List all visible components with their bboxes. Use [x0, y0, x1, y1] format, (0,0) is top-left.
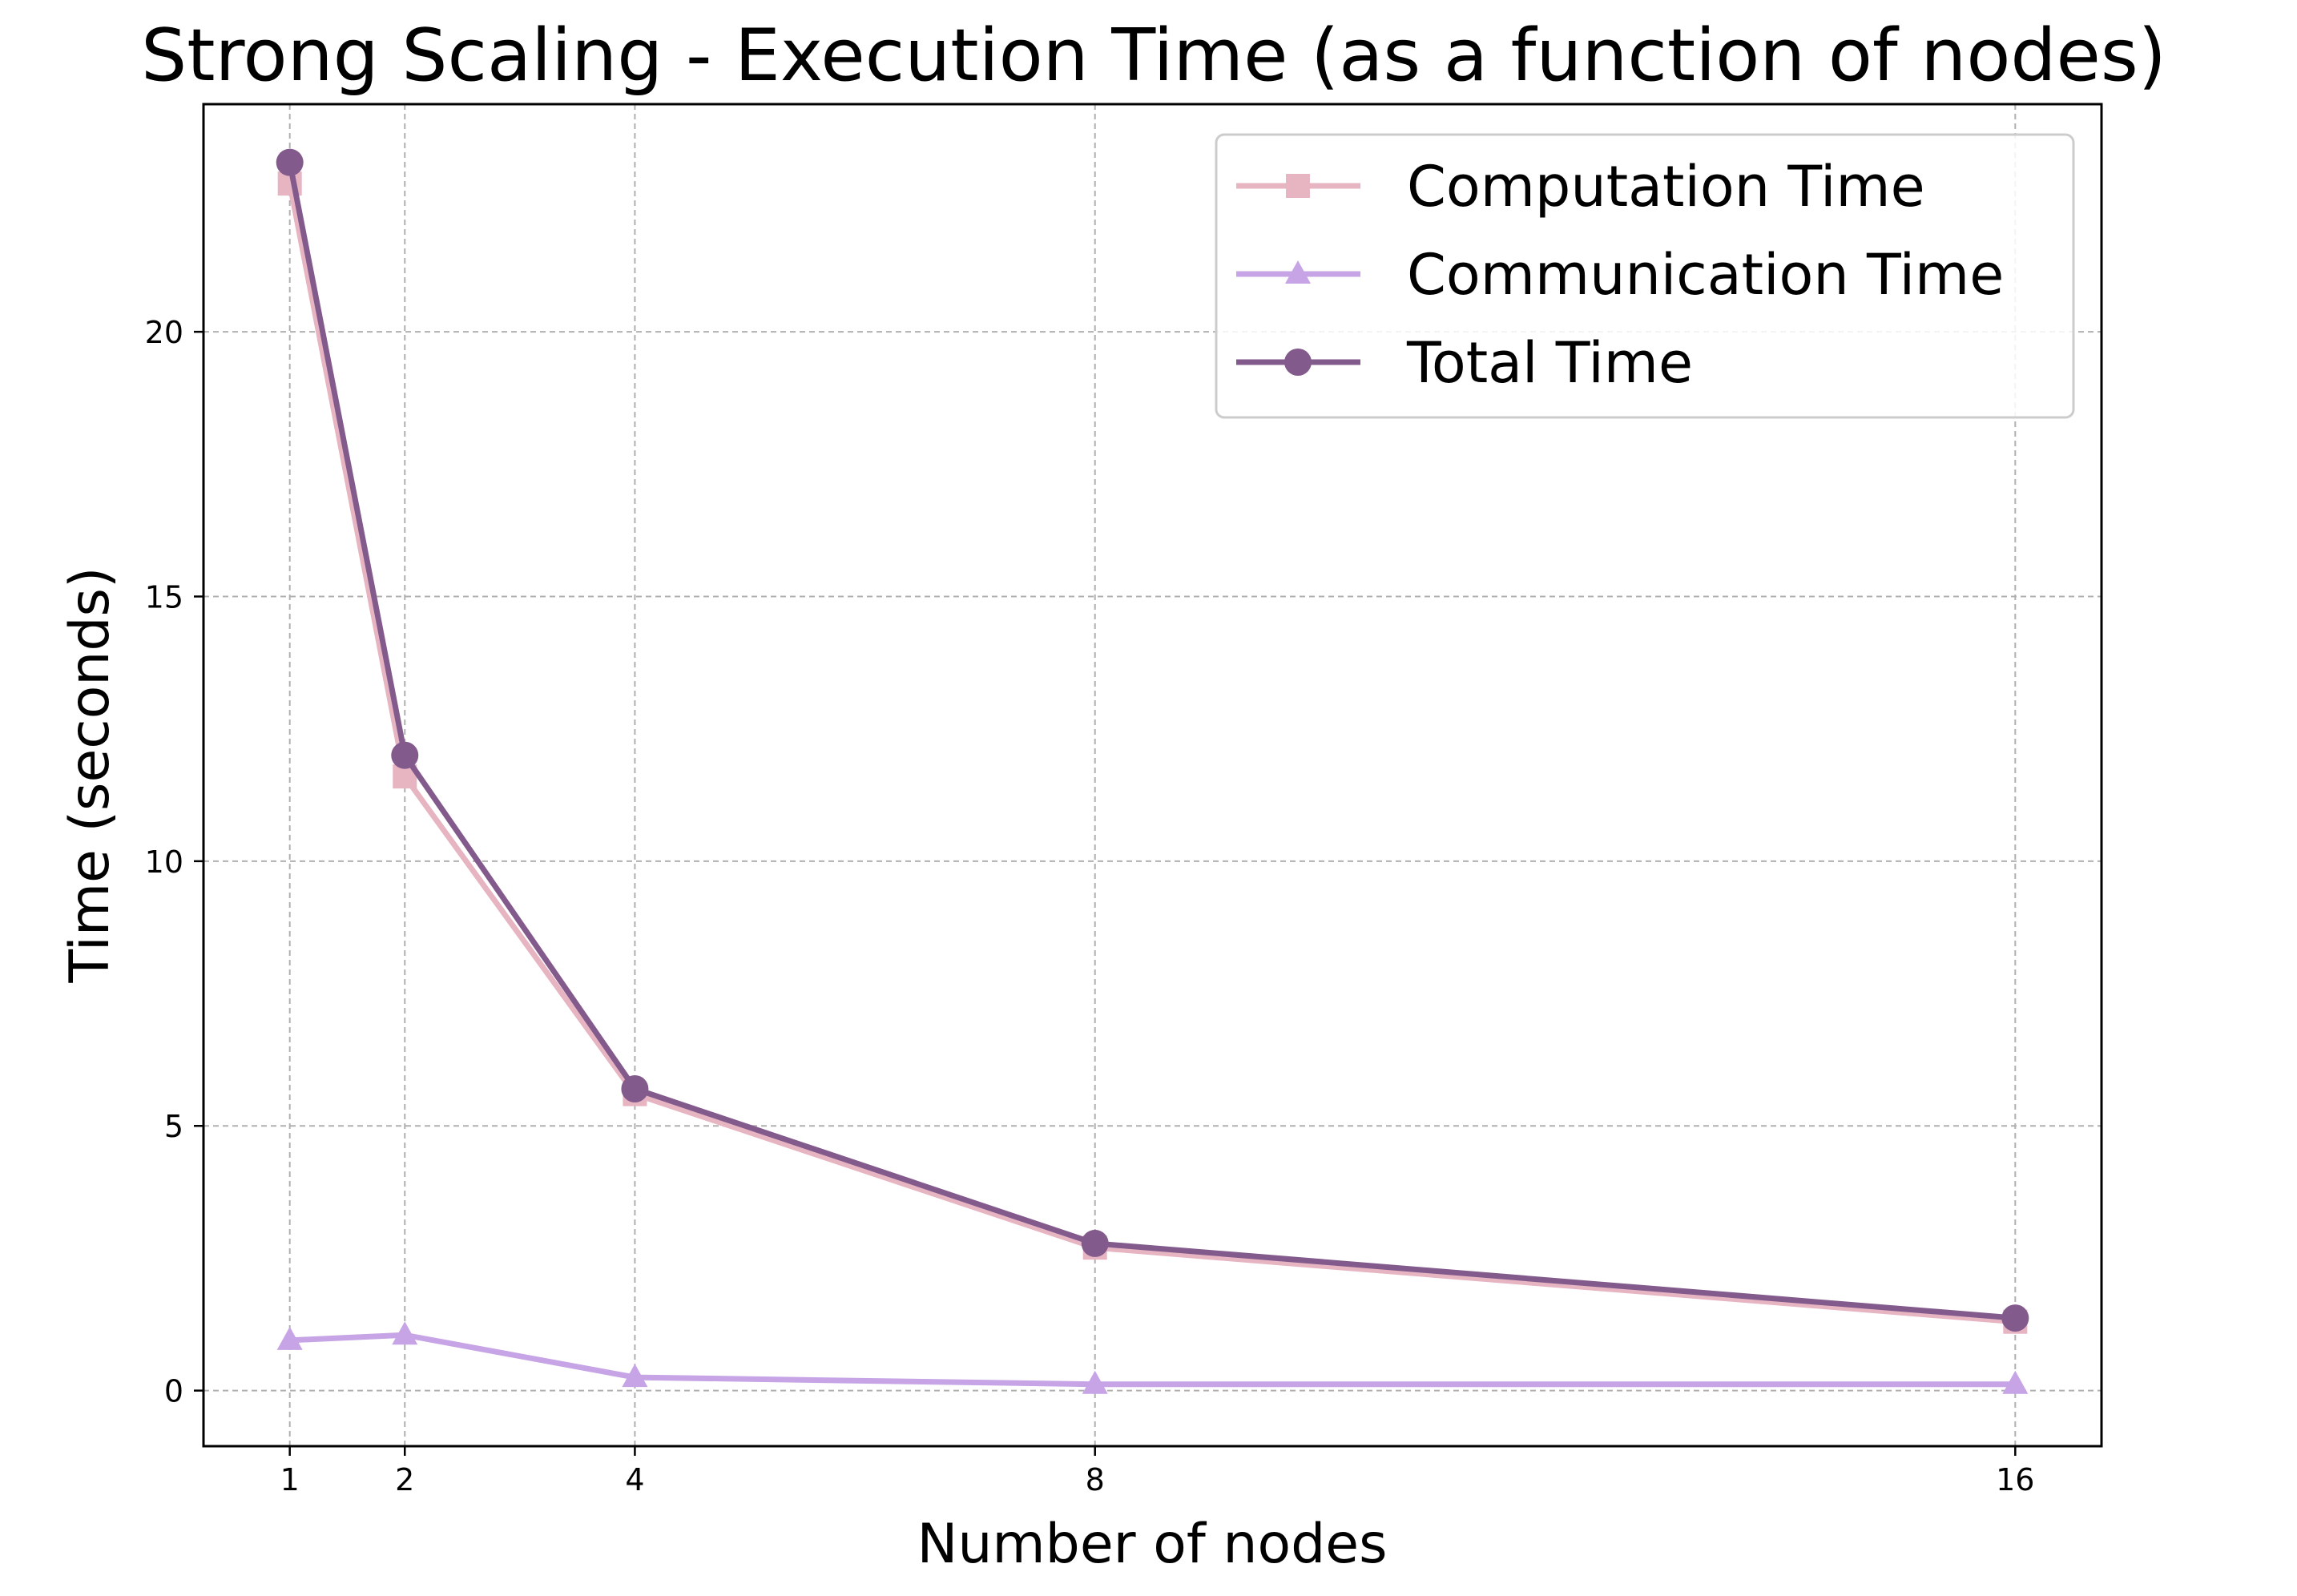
communication-time-series	[276, 1321, 2029, 1394]
legend-entry-total-time: Total Time	[1236, 330, 1693, 396]
legend-marker	[1286, 174, 1310, 198]
legend-marker	[1285, 260, 1311, 284]
x-tick-label: 16	[1996, 1462, 2034, 1497]
total-time-point	[1081, 1229, 1109, 1257]
total-time-point	[2001, 1304, 2029, 1332]
legend-label: Total Time	[1406, 330, 1693, 396]
x-tick-label: 1	[280, 1462, 300, 1497]
total-time-point	[276, 148, 304, 176]
legend-label: Computation Time	[1407, 154, 1925, 220]
x-tick-label: 8	[1086, 1462, 1105, 1497]
series-layer	[276, 148, 2029, 1394]
x-axis-label: Number of nodes	[917, 1513, 1387, 1576]
legend-entry-computation-time: Computation Time	[1236, 154, 1925, 220]
y-axis-label: Time (seconds)	[58, 566, 122, 983]
axis-ticks: 1 2 4 8 16 0 5 10 15 20	[145, 315, 2035, 1497]
y-tick-label: 20	[145, 315, 183, 350]
communication-time-point	[2002, 1370, 2029, 1394]
y-tick-label: 0	[164, 1374, 183, 1409]
legend-entry-communication-time: Communication Time	[1236, 242, 2004, 308]
y-tick-label: 10	[145, 844, 183, 880]
communication-time-point	[276, 1326, 303, 1350]
y-tick-label: 15	[145, 579, 183, 615]
chart-title: Strong Scaling - Execution Time (as a fu…	[141, 14, 2166, 98]
x-tick-label: 2	[395, 1462, 414, 1497]
y-tick-label: 5	[164, 1109, 183, 1144]
total-time-series	[276, 148, 2029, 1332]
communication-time-point	[1082, 1370, 1108, 1394]
x-tick-label: 4	[625, 1462, 644, 1497]
communication-time-point	[622, 1364, 648, 1388]
legend: Computation Time Communication Time Total …	[1215, 133, 2075, 419]
legend-box	[1215, 133, 2075, 419]
total-time-point	[621, 1074, 649, 1102]
communication-time-point	[392, 1321, 418, 1345]
legend-marker	[1284, 349, 1312, 376]
plot-area-frame	[202, 103, 2103, 1448]
legend-label: Communication Time	[1407, 242, 2004, 308]
total-time-point	[391, 741, 419, 769]
